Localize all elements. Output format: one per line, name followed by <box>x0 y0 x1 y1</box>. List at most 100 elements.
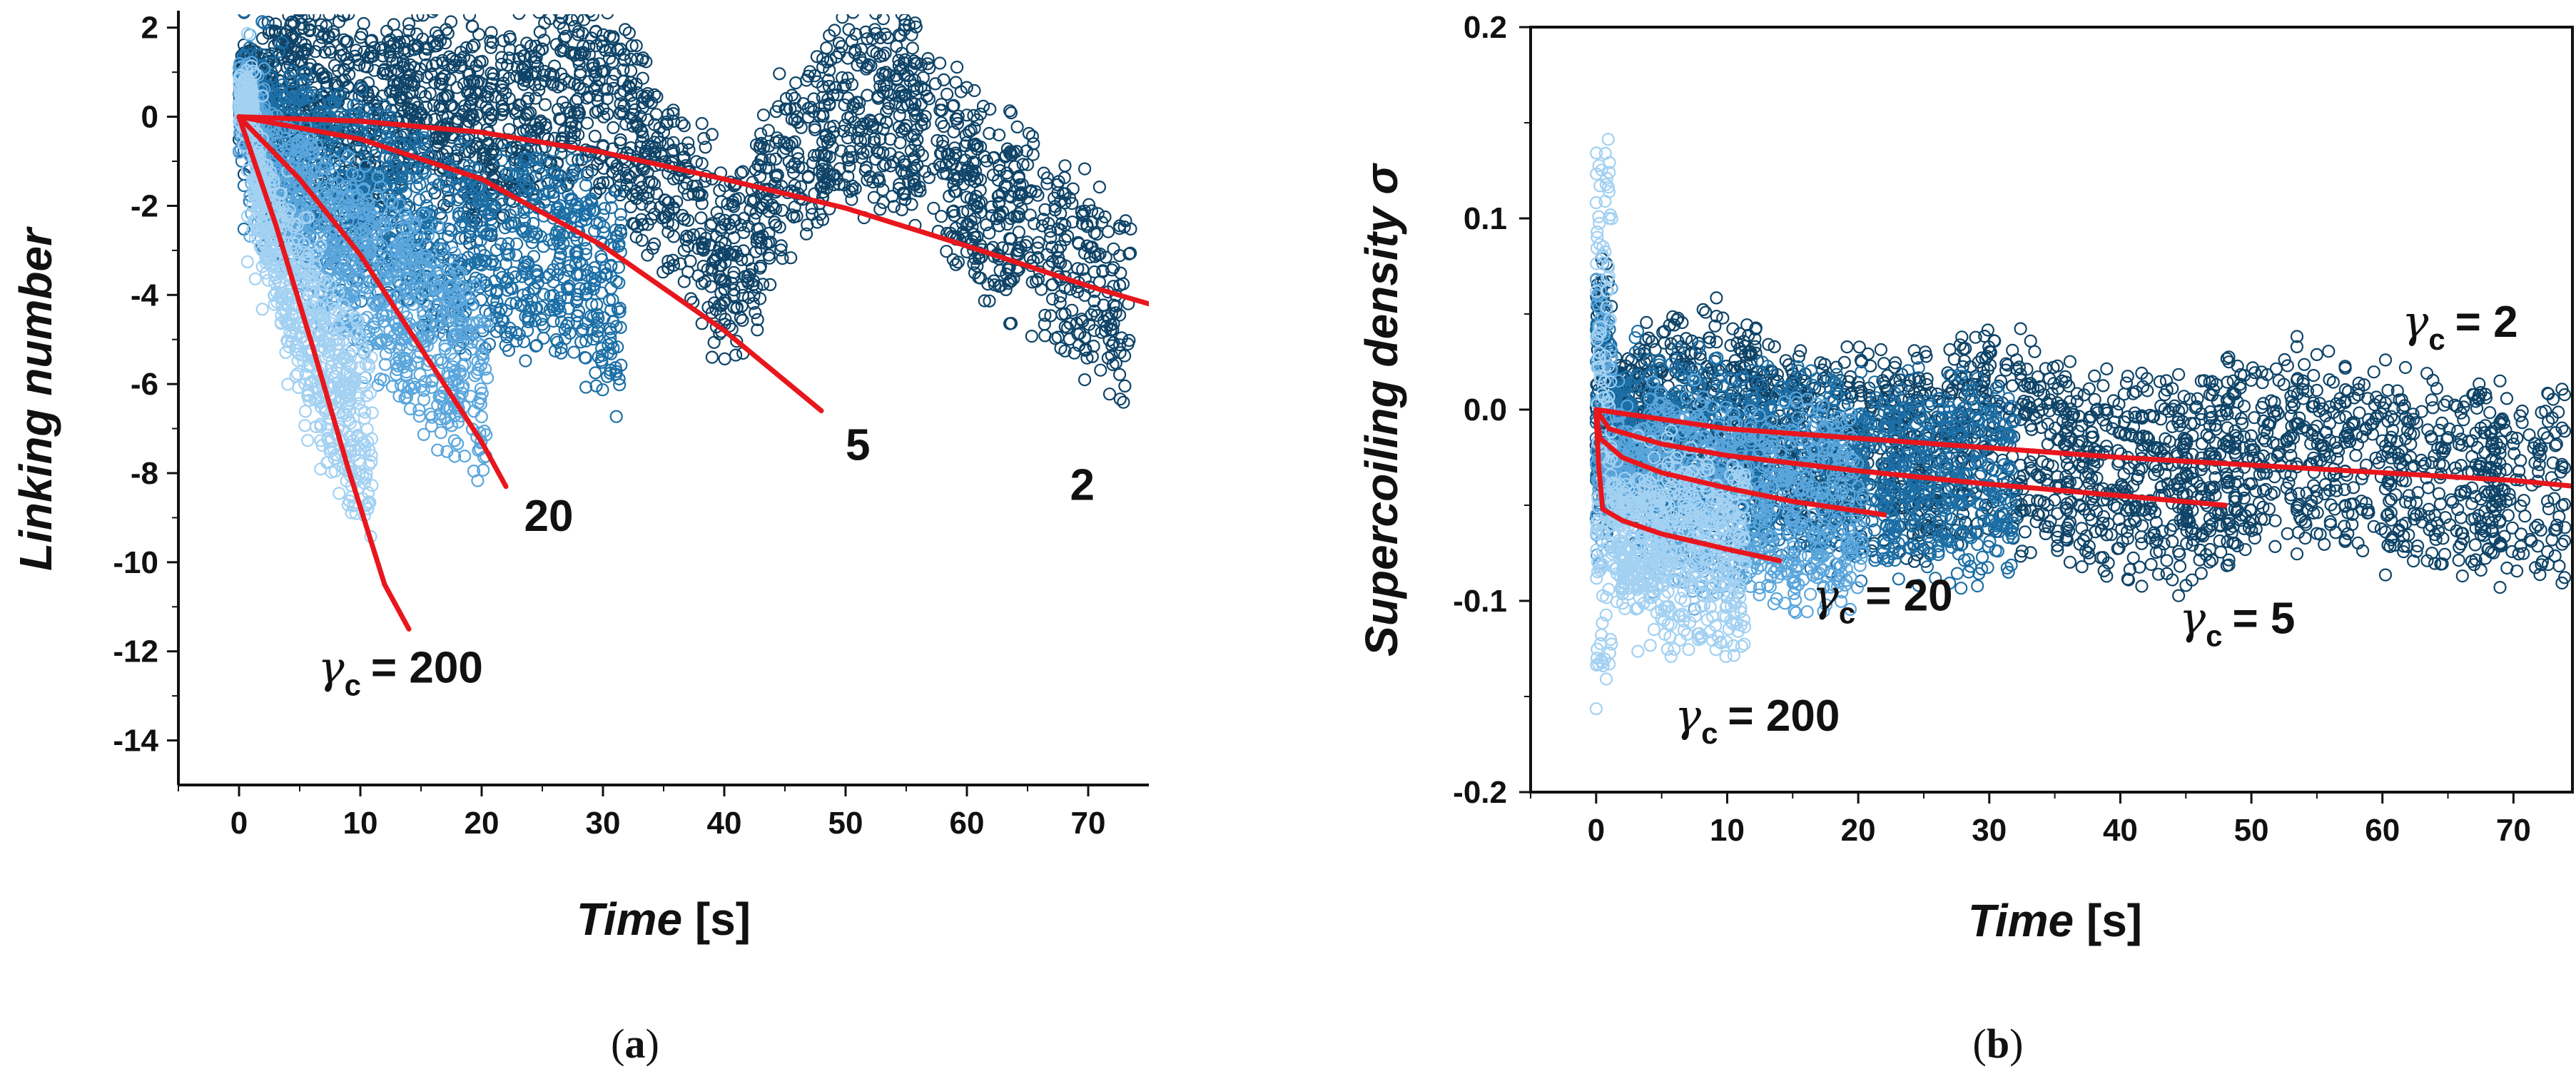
data-point <box>504 297 518 310</box>
data-point <box>436 54 450 67</box>
data-point <box>908 138 922 151</box>
data-point <box>666 136 680 149</box>
data-point <box>597 28 610 41</box>
data-point <box>967 228 980 241</box>
data-point <box>908 109 923 123</box>
data-point <box>559 29 573 43</box>
data-point <box>920 89 934 103</box>
data-point <box>699 141 712 154</box>
data-point <box>502 166 516 180</box>
data-point <box>537 331 550 345</box>
data-point <box>882 68 896 82</box>
data-point <box>647 178 661 191</box>
data-point <box>858 163 872 178</box>
data-point <box>522 74 535 88</box>
data-point <box>1004 275 1018 288</box>
data-point <box>486 108 500 122</box>
data-point <box>960 108 974 122</box>
data-point <box>591 88 604 102</box>
data-point <box>1080 351 1094 365</box>
data-point <box>726 200 741 213</box>
data-point <box>695 157 709 171</box>
data-point <box>1031 188 1045 202</box>
data-point <box>520 66 534 79</box>
data-point <box>1080 218 1094 231</box>
data-point <box>620 178 634 191</box>
data-point <box>614 133 627 146</box>
data-point <box>457 77 471 91</box>
data-point <box>340 34 354 49</box>
data-point <box>1077 204 1092 218</box>
data-point <box>485 26 498 39</box>
data-point <box>788 91 801 105</box>
data-point <box>970 259 984 273</box>
data-point <box>512 14 526 20</box>
data-point <box>838 98 851 112</box>
data-point <box>596 383 609 397</box>
data-point <box>816 60 830 74</box>
data-point <box>630 52 644 66</box>
data-point <box>823 29 836 42</box>
data-point <box>504 145 518 158</box>
data-point <box>907 103 921 117</box>
data-point <box>933 103 947 117</box>
data-point <box>705 128 719 141</box>
data-point <box>255 31 270 45</box>
data-point <box>641 113 654 126</box>
data-point <box>418 48 432 61</box>
data-point <box>806 156 820 170</box>
data-point <box>1071 262 1085 275</box>
data-point <box>677 243 691 258</box>
data-point <box>876 159 890 173</box>
data-point <box>390 56 404 70</box>
data-point <box>515 61 529 75</box>
data-point <box>771 100 786 113</box>
data-point <box>823 98 836 111</box>
data-point <box>571 14 584 25</box>
data-point <box>537 288 551 301</box>
data-point <box>769 218 783 232</box>
data-point <box>441 26 455 40</box>
data-point <box>681 188 695 201</box>
data-point <box>867 136 881 149</box>
data-point <box>636 101 649 114</box>
data-point <box>554 113 568 126</box>
data-point <box>947 151 960 165</box>
data-point <box>734 166 748 180</box>
data-point <box>964 215 978 228</box>
data-point <box>684 254 697 268</box>
data-point <box>960 191 974 204</box>
data-point <box>756 108 771 122</box>
data-point <box>727 248 741 262</box>
data-point <box>407 78 421 92</box>
data-point <box>303 23 316 36</box>
data-point <box>1112 338 1127 352</box>
data-point <box>927 201 940 215</box>
data-point <box>402 135 416 148</box>
data-point <box>980 218 993 231</box>
data-point <box>774 239 788 253</box>
data-point <box>933 56 947 70</box>
data-point <box>769 168 783 183</box>
data-point <box>788 113 801 127</box>
data-point <box>1075 217 1090 230</box>
data-point <box>590 216 604 230</box>
data-point <box>1000 218 1014 231</box>
data-point <box>898 158 912 171</box>
data-point <box>480 166 493 180</box>
data-point <box>799 227 813 240</box>
data-point <box>519 354 532 368</box>
data-point <box>292 0 303 6</box>
data-point <box>1025 330 1039 343</box>
data-point <box>1107 317 1120 330</box>
data-point <box>590 298 604 312</box>
data-point <box>462 14 477 22</box>
data-point <box>280 24 294 38</box>
data-point <box>869 14 883 20</box>
data-point <box>413 178 427 191</box>
data-point <box>897 89 911 103</box>
data-point <box>858 132 872 146</box>
data-point <box>597 102 610 116</box>
data-point <box>442 50 456 64</box>
data-point <box>861 88 874 102</box>
